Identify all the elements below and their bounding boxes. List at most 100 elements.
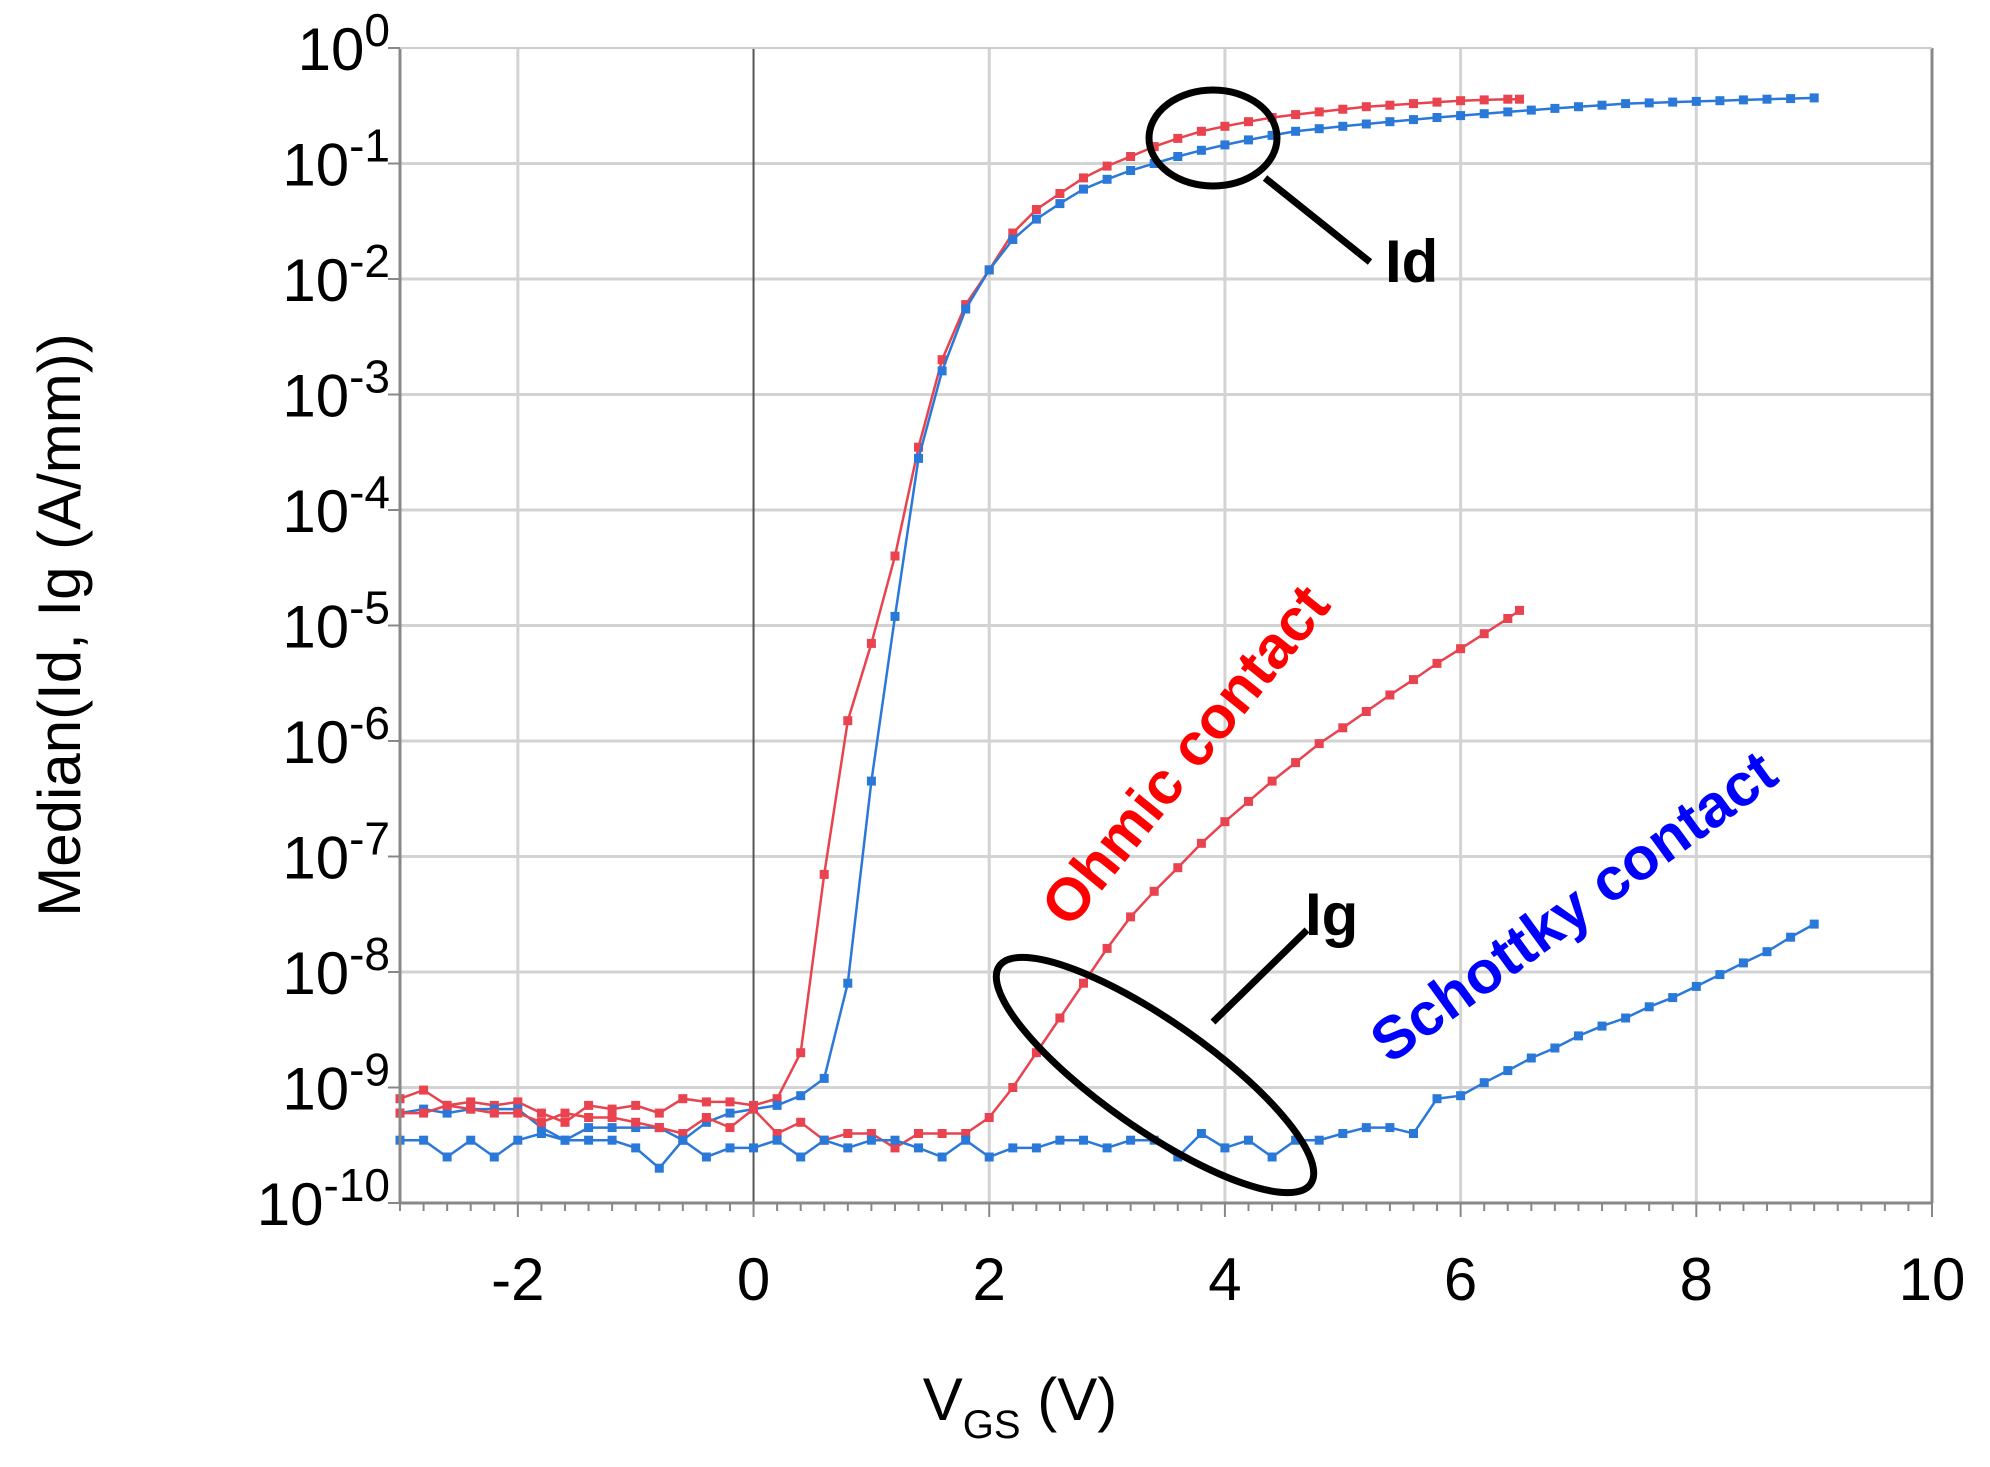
data-point <box>1220 121 1230 131</box>
data-point <box>725 1123 735 1133</box>
ig-annotation: Ig <box>992 881 1358 1197</box>
data-point <box>513 1097 523 1107</box>
y-tick-exp: -6 <box>349 697 390 749</box>
data-point <box>1809 919 1819 929</box>
data-point <box>678 1129 688 1138</box>
data-point <box>1432 113 1442 122</box>
data-point <box>1762 947 1772 957</box>
data-point <box>1079 184 1088 194</box>
y-tick-base: 10 <box>282 247 349 314</box>
data-point <box>1361 102 1371 112</box>
data-point <box>843 1143 853 1153</box>
data-point <box>631 1117 641 1127</box>
data-point <box>772 1094 782 1104</box>
data-point <box>1149 142 1159 152</box>
y-tick-label: 10-5 <box>282 582 390 661</box>
data-point <box>1361 707 1371 716</box>
data-point <box>1361 119 1371 129</box>
data-point <box>1126 166 1136 175</box>
data-point <box>866 638 876 648</box>
data-point <box>984 1113 994 1122</box>
data-point <box>937 1152 947 1162</box>
data-point <box>866 776 876 786</box>
data-point <box>1291 126 1301 136</box>
data-point <box>560 1135 570 1145</box>
data-point <box>654 1108 664 1118</box>
data-point <box>961 1135 971 1145</box>
data-point <box>1031 1143 1041 1153</box>
data-point <box>442 1108 452 1118</box>
y-tick-exp: -7 <box>349 813 390 865</box>
data-point <box>1432 1094 1442 1104</box>
data-point <box>1196 1129 1206 1138</box>
data-point <box>1786 94 1796 104</box>
data-point <box>1079 1135 1088 1145</box>
x-tick-labels: -2 0 2 4 6 8 10 <box>491 1246 1965 1313</box>
data-point <box>725 1097 735 1107</box>
data-point <box>725 1108 735 1118</box>
data-point <box>890 551 900 561</box>
x-tick-label: 2 <box>973 1246 1006 1313</box>
y-tick-base: 10 <box>282 478 349 545</box>
data-point <box>631 1123 641 1133</box>
data-point <box>1526 105 1536 115</box>
data-point <box>914 1129 923 1138</box>
data-point <box>1597 1021 1607 1031</box>
series-group <box>395 93 1819 1173</box>
data-point <box>678 1094 688 1104</box>
data-point <box>701 1117 711 1127</box>
data-point <box>1715 96 1725 106</box>
data-point <box>1173 863 1183 873</box>
data-point <box>607 1104 617 1114</box>
data-point <box>866 1135 876 1145</box>
series-line <box>399 97 1520 1124</box>
data-point <box>1621 1013 1631 1023</box>
y-tick-labels: 10010-110-210-310-410-510-610-710-810-91… <box>257 4 390 1238</box>
y-tick-base: 10 <box>257 1171 324 1238</box>
series-line <box>400 609 1521 1150</box>
data-point <box>1291 1135 1301 1145</box>
data-point <box>1314 107 1324 117</box>
data-point <box>560 1108 570 1118</box>
data-point <box>1456 1091 1466 1101</box>
data-point <box>725 1143 735 1153</box>
x-tick-label: 10 <box>1899 1246 1966 1313</box>
data-point <box>1432 658 1442 668</box>
data-point <box>560 1117 570 1127</box>
data-point <box>466 1104 476 1114</box>
data-point <box>1196 838 1206 848</box>
y-tick-label: 10-7 <box>282 813 390 892</box>
data-point <box>1738 958 1748 968</box>
data-point <box>1738 95 1748 105</box>
ig-ellipse <box>992 953 1318 1197</box>
data-point <box>890 611 900 621</box>
data-point <box>819 1073 829 1083</box>
data-point <box>1102 1143 1112 1153</box>
data-point <box>584 1135 594 1145</box>
y-tick-exp: -4 <box>349 466 390 518</box>
data-point <box>819 869 829 879</box>
axes <box>388 47 1934 1217</box>
data-point <box>419 1135 429 1145</box>
data-point <box>796 1048 806 1058</box>
data-point <box>961 304 971 314</box>
data-point <box>1102 161 1112 171</box>
x-tick-label: 8 <box>1680 1246 1713 1313</box>
data-point <box>1055 189 1065 198</box>
data-point <box>1196 126 1206 136</box>
data-point <box>1762 94 1772 104</box>
ohmic-contact-label: Ohmic contact <box>1028 572 1342 938</box>
data-point <box>1691 981 1701 991</box>
data-point <box>442 1100 452 1110</box>
data-point <box>701 1152 711 1162</box>
data-point <box>1314 1135 1324 1145</box>
data-point <box>1126 912 1136 922</box>
data-point <box>442 1152 452 1162</box>
ig-leader-line <box>1210 927 1310 1025</box>
data-point <box>749 1143 758 1153</box>
data-point <box>1102 174 1112 184</box>
data-point <box>1456 644 1466 654</box>
data-point <box>489 1152 499 1162</box>
series-schottky-id <box>395 93 1819 1145</box>
